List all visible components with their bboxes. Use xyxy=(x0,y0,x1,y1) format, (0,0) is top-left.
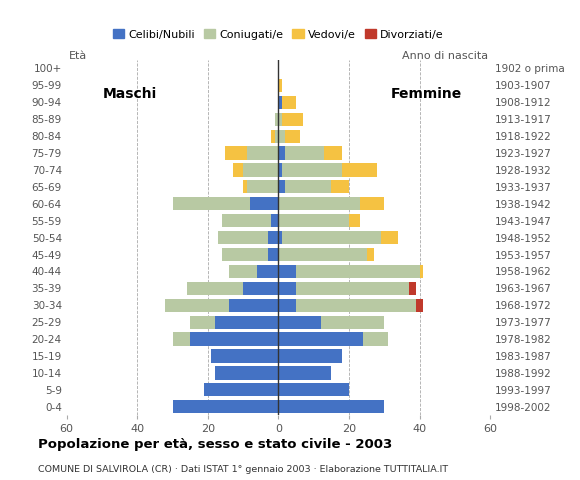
Bar xyxy=(246,180,278,193)
Bar xyxy=(173,333,190,346)
Bar xyxy=(226,146,246,160)
Bar xyxy=(278,231,282,244)
Bar xyxy=(296,265,419,278)
Bar xyxy=(278,366,331,380)
Bar xyxy=(173,197,250,210)
Text: Anno di nascita: Anno di nascita xyxy=(402,51,488,61)
Bar xyxy=(275,130,278,143)
Bar xyxy=(285,180,331,193)
Bar xyxy=(419,265,423,278)
Bar xyxy=(409,282,416,295)
Bar xyxy=(278,197,360,210)
Bar xyxy=(282,231,380,244)
Text: Popolazione per età, sesso e stato civile - 2003: Popolazione per età, sesso e stato civil… xyxy=(38,438,392,451)
Bar xyxy=(278,282,296,295)
Bar xyxy=(229,299,278,312)
Bar xyxy=(342,163,377,177)
Bar xyxy=(243,163,278,177)
Bar xyxy=(282,113,303,126)
Bar xyxy=(211,349,278,362)
Bar xyxy=(278,214,349,228)
Bar xyxy=(275,113,278,126)
Bar xyxy=(222,214,271,228)
Bar xyxy=(278,248,367,261)
Bar xyxy=(321,315,384,329)
Bar xyxy=(278,96,282,109)
Bar xyxy=(246,146,278,160)
Bar xyxy=(278,333,363,346)
Bar xyxy=(190,315,215,329)
Bar xyxy=(331,180,349,193)
Bar xyxy=(268,248,278,261)
Bar xyxy=(243,282,278,295)
Bar xyxy=(250,197,278,210)
Bar xyxy=(222,248,268,261)
Bar xyxy=(229,265,257,278)
Bar xyxy=(324,146,342,160)
Bar xyxy=(190,333,278,346)
Bar xyxy=(278,299,296,312)
Bar xyxy=(278,265,296,278)
Bar xyxy=(278,180,285,193)
Bar xyxy=(215,366,278,380)
Bar xyxy=(282,96,296,109)
Bar xyxy=(173,400,278,413)
Bar xyxy=(278,315,321,329)
Bar xyxy=(204,383,278,396)
Bar xyxy=(278,113,282,126)
Bar xyxy=(233,163,243,177)
Text: Femmine: Femmine xyxy=(391,87,462,101)
Text: Maschi: Maschi xyxy=(103,87,157,101)
Bar xyxy=(296,282,409,295)
Bar xyxy=(282,163,342,177)
Bar xyxy=(380,231,398,244)
Bar xyxy=(278,163,282,177)
Bar xyxy=(278,400,384,413)
Text: Età: Età xyxy=(69,51,87,61)
Bar xyxy=(278,146,285,160)
Bar xyxy=(215,315,278,329)
Bar xyxy=(268,231,278,244)
Bar xyxy=(285,146,324,160)
Text: COMUNE DI SALVIROLA (CR) · Dati ISTAT 1° gennaio 2003 · Elaborazione TUTTITALIA.: COMUNE DI SALVIROLA (CR) · Dati ISTAT 1°… xyxy=(38,465,448,474)
Bar xyxy=(278,383,349,396)
Bar xyxy=(219,231,268,244)
Bar xyxy=(271,214,278,228)
Bar xyxy=(165,299,229,312)
Bar xyxy=(243,180,246,193)
Bar xyxy=(296,299,416,312)
Bar xyxy=(416,299,423,312)
Bar xyxy=(257,265,278,278)
Bar xyxy=(367,248,374,261)
Bar xyxy=(187,282,243,295)
Bar xyxy=(271,130,275,143)
Legend: Celibi/Nubili, Coniugati/e, Vedovi/e, Divorziati/e: Celibi/Nubili, Coniugati/e, Vedovi/e, Di… xyxy=(108,24,448,44)
Bar xyxy=(349,214,360,228)
Bar xyxy=(285,130,299,143)
Bar xyxy=(278,130,285,143)
Bar xyxy=(278,79,282,92)
Bar xyxy=(363,333,388,346)
Bar xyxy=(278,349,342,362)
Bar xyxy=(360,197,384,210)
